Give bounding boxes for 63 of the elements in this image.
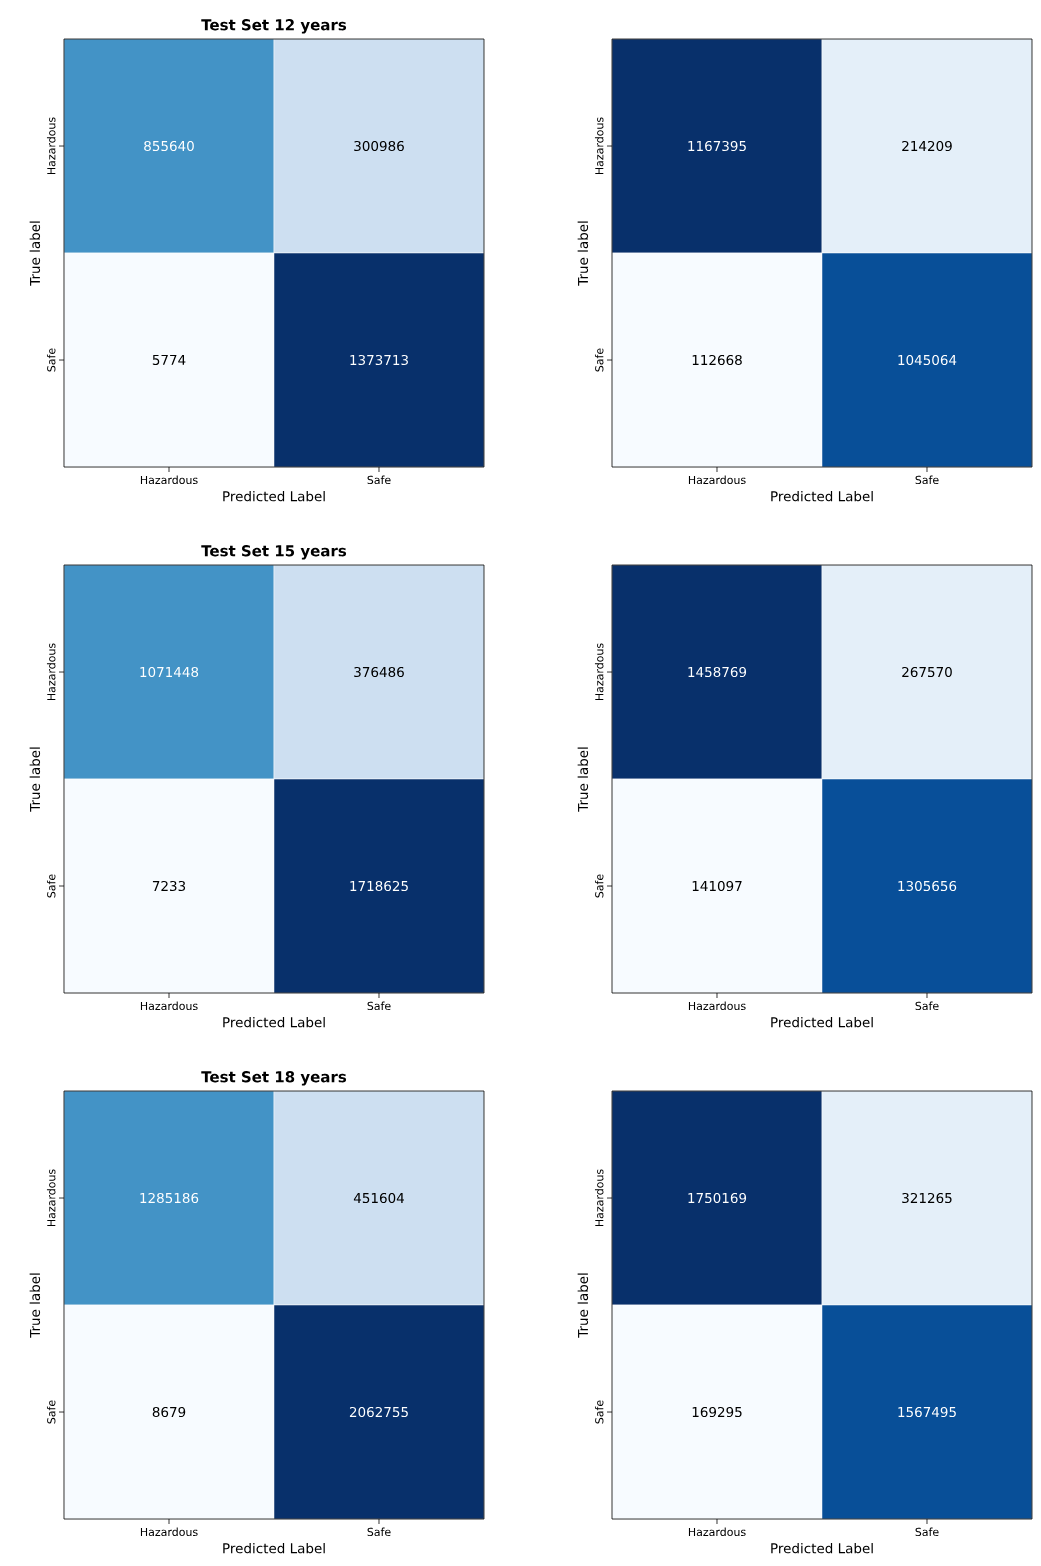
y-tick-label: Safe bbox=[594, 874, 604, 898]
y-tick-label: Hazardous bbox=[594, 643, 604, 701]
y-axis-title: True label bbox=[29, 221, 41, 286]
data-label: 1718625 bbox=[350, 880, 408, 892]
x-axis-title: Predicted Label bbox=[223, 490, 325, 502]
y-tick-label: Hazardous bbox=[594, 117, 604, 175]
x-tick-label: Safe bbox=[367, 1001, 391, 1011]
y-axis-title: True label bbox=[577, 747, 589, 812]
y-tick-label: Safe bbox=[46, 348, 56, 372]
y-axis-title: True label bbox=[577, 1273, 589, 1338]
y-tick-label: Hazardous bbox=[594, 1169, 604, 1227]
x-axis-title: Predicted Label bbox=[223, 1016, 325, 1028]
x-axis-title: Predicted Label bbox=[223, 1542, 325, 1554]
y-tick-label: Hazardous bbox=[46, 1169, 56, 1227]
data-label: 8679 bbox=[152, 1406, 186, 1418]
data-label: 7233 bbox=[152, 880, 186, 892]
data-label: 1373713 bbox=[350, 354, 408, 366]
data-label: 141097 bbox=[692, 880, 742, 892]
x-tick-label: Hazardous bbox=[140, 475, 198, 485]
data-label: 1045064 bbox=[898, 354, 957, 366]
x-tick-label: Hazardous bbox=[688, 475, 746, 485]
x-tick-label: Safe bbox=[915, 1001, 939, 1011]
data-label: 112668 bbox=[692, 354, 742, 366]
x-tick-label: Safe bbox=[367, 475, 391, 485]
data-label: 214209 bbox=[902, 140, 952, 152]
data-label: 376486 bbox=[354, 666, 404, 678]
data-label: 855640 bbox=[144, 140, 194, 152]
chart-title: Test Set 12 years bbox=[201, 19, 347, 34]
data-label: 451604 bbox=[353, 1192, 404, 1204]
data-label: 300986 bbox=[354, 140, 404, 152]
y-axis-title: True label bbox=[29, 1273, 41, 1338]
data-label: 1167395 bbox=[688, 140, 746, 152]
x-tick-label: Safe bbox=[915, 475, 939, 485]
y-axis-title: True label bbox=[29, 747, 41, 812]
data-label: 267570 bbox=[902, 666, 952, 678]
data-label: 1305656 bbox=[898, 880, 957, 892]
data-label: 1285186 bbox=[140, 1192, 199, 1204]
y-tick-label: Safe bbox=[594, 1400, 604, 1424]
data-label: 321265 bbox=[902, 1192, 952, 1204]
y-tick-label: Safe bbox=[46, 874, 56, 898]
x-axis-title: Predicted Label bbox=[771, 490, 873, 502]
data-label: 5774 bbox=[152, 354, 186, 366]
y-axis-title: True label bbox=[577, 221, 589, 286]
x-tick-label: Safe bbox=[367, 1527, 391, 1537]
data-label: 169295 bbox=[692, 1406, 742, 1418]
data-label: 1071448 bbox=[140, 666, 199, 678]
x-axis-title: Predicted Label bbox=[771, 1542, 873, 1554]
x-tick-label: Hazardous bbox=[140, 1527, 198, 1537]
data-label: 1458769 bbox=[688, 666, 747, 678]
y-tick-label: Safe bbox=[594, 348, 604, 372]
y-tick-label: Hazardous bbox=[46, 643, 56, 701]
data-label: 1567495 bbox=[898, 1406, 956, 1418]
y-tick-label: Safe bbox=[46, 1400, 56, 1424]
x-tick-label: Hazardous bbox=[688, 1001, 746, 1011]
x-tick-label: Hazardous bbox=[688, 1527, 746, 1537]
y-tick-label: Hazardous bbox=[46, 117, 56, 175]
x-tick-label: Safe bbox=[915, 1527, 939, 1537]
chart-title: Test Set 18 years bbox=[201, 1071, 347, 1086]
x-tick-label: Hazardous bbox=[140, 1001, 198, 1011]
data-label: 1750169 bbox=[688, 1192, 747, 1204]
data-label: 2062755 bbox=[349, 1406, 408, 1418]
chart-title: Test Set 15 years bbox=[201, 545, 347, 560]
x-axis-title: Predicted Label bbox=[771, 1016, 873, 1028]
